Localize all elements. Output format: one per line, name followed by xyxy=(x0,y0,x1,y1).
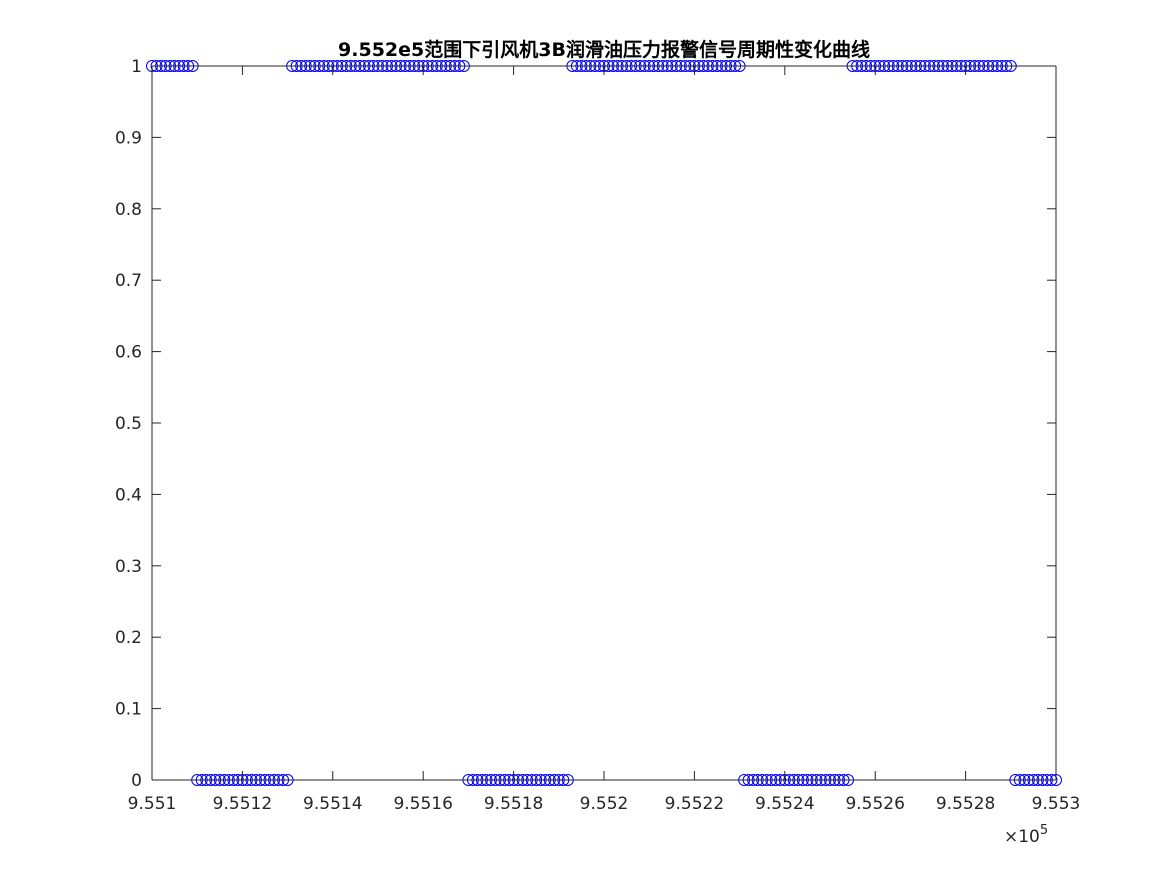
x-tick-label: 9.551 xyxy=(128,794,177,814)
y-tick-label: 0 xyxy=(131,771,142,791)
x-tick-label: 9.5522 xyxy=(665,794,724,814)
y-tick-label: 0.6 xyxy=(115,343,142,363)
x-tick-label: 9.552 xyxy=(580,794,629,814)
x-tick-label: 9.5514 xyxy=(303,794,362,814)
y-tick-label: 1 xyxy=(131,57,142,77)
y-tick-label: 0.4 xyxy=(115,485,142,505)
y-tick-label: 0.8 xyxy=(115,200,142,220)
x-tick-label: 9.5516 xyxy=(393,794,452,814)
x-tick-label: 9.5524 xyxy=(755,794,814,814)
x-axis-multiplier-times: ×10 xyxy=(1004,827,1040,847)
x-ticks: 9.551 9.5512 9.5514 9.5516 9.5518 9.552 9.5522… xyxy=(128,66,1081,814)
x-tick-label: 9.5526 xyxy=(845,794,904,814)
x-tick-label: 9.5518 xyxy=(484,794,543,814)
y-tick-label: 0.2 xyxy=(115,628,142,648)
x-tick-label: 9.5528 xyxy=(936,794,995,814)
x-tick-label: 9.553 xyxy=(1032,794,1081,814)
y-tick-label: 0.7 xyxy=(115,271,142,291)
chart-title: 9.552e5范围下引风机3B润滑油压力报警信号周期性变化曲线 xyxy=(338,38,870,61)
y-tick-label: 0.3 xyxy=(115,557,142,577)
y-ticks: 0 0.1 0.2 0.3 0.4 0.5 0.6 0.7 0.8 0.9 1 xyxy=(115,57,1056,791)
y-tick-label: 0.1 xyxy=(115,700,142,720)
x-axis-multiplier-exponent: 5 xyxy=(1040,823,1048,838)
x-tick-label: 9.5512 xyxy=(213,794,272,814)
x-axis-multiplier: ×105 xyxy=(1004,823,1048,847)
y-tick-label: 0.9 xyxy=(115,128,142,148)
y-tick-label: 0.5 xyxy=(115,414,142,434)
plot-area xyxy=(152,66,1056,780)
